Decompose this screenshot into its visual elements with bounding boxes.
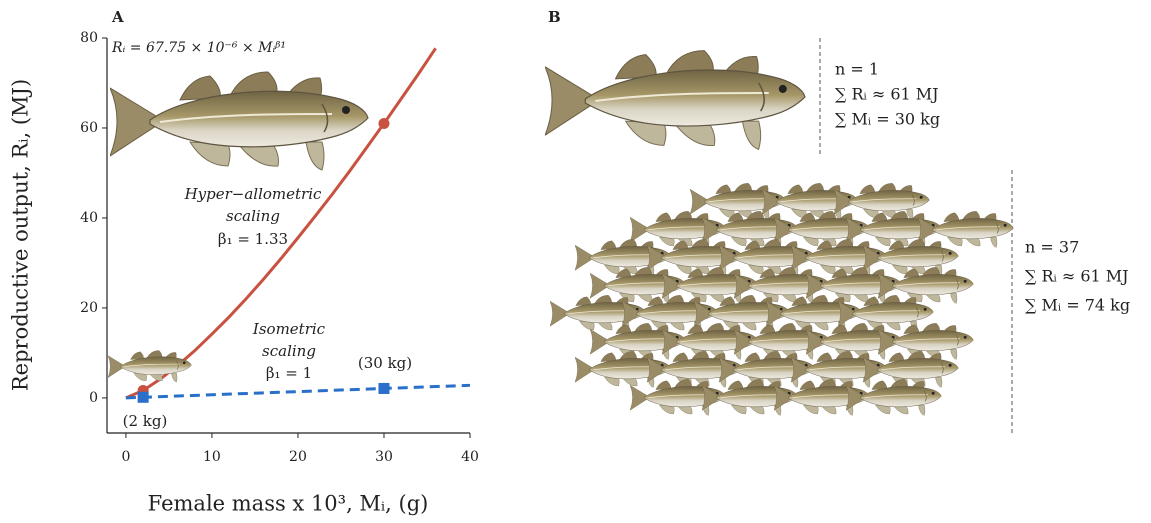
- annotation: β₁ = 1: [266, 364, 312, 382]
- summary-text: ∑ Mᵢ = 30 kg: [835, 110, 940, 129]
- data-point: [137, 391, 149, 403]
- y-tick-label: 60: [80, 120, 98, 136]
- annotation: β₁ = 1.33: [218, 230, 288, 248]
- summary-text: ∑ Mᵢ = 74 kg: [1025, 296, 1130, 315]
- x-tick-label: 0: [121, 449, 130, 465]
- panel-label: A: [111, 8, 124, 26]
- x-tick-label: 40: [461, 449, 479, 465]
- summary-text: ∑ Rᵢ ≈ 61 MJ: [835, 85, 939, 104]
- annotation: (2 kg): [123, 412, 168, 430]
- fish-illustration: [545, 49, 807, 151]
- data-point: [378, 382, 390, 394]
- x-axis-label: Female mass x 10³, Mᵢ, (g): [148, 492, 429, 516]
- fish-school: [550, 182, 1014, 416]
- data-line: [125, 383, 471, 400]
- y-tick-label: 40: [80, 210, 98, 226]
- annotation: Isometric: [252, 320, 326, 338]
- annotation: (30 kg): [358, 354, 412, 372]
- y-tick-label: 20: [80, 300, 98, 316]
- fish-illustration: [846, 378, 942, 416]
- y-tick-label: 0: [89, 390, 98, 406]
- summary-text: n = 1: [835, 60, 879, 79]
- x-tick-label: 30: [375, 449, 393, 465]
- data-point: [378, 117, 390, 129]
- annotation: scaling: [226, 207, 280, 225]
- x-tick-label: 20: [289, 449, 307, 465]
- annotation: scaling: [262, 342, 316, 360]
- fish-illustration: [108, 350, 192, 383]
- y-tick-label: 80: [80, 30, 98, 46]
- summary-text: n = 37: [1025, 238, 1079, 257]
- y-axis-label: Reproductive output, Rᵢ, (MJ): [9, 79, 33, 391]
- equation: Rᵢ = 67.75 × 10⁻⁶ × Mᵢᵝ¹: [111, 40, 286, 56]
- x-tick-label: 10: [203, 449, 221, 465]
- annotation: Hyper−allometric: [184, 185, 322, 203]
- panel-label: B: [548, 8, 561, 26]
- fish-illustration: [110, 70, 370, 172]
- summary-text: ∑ Rᵢ ≈ 61 MJ: [1025, 267, 1129, 286]
- fish-illustration: [863, 350, 959, 388]
- fish-illustration: [918, 210, 1014, 248]
- fish-illustration: [878, 322, 974, 360]
